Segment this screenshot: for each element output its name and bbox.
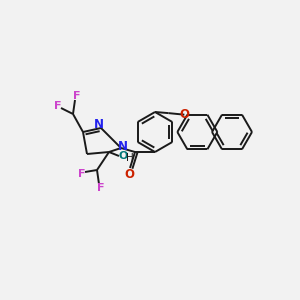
Text: O: O <box>179 108 189 121</box>
Text: F: F <box>73 91 81 101</box>
Text: N: N <box>94 118 104 131</box>
Text: H: H <box>126 153 134 163</box>
Text: N: N <box>118 140 128 154</box>
Text: F: F <box>97 183 105 193</box>
Text: F: F <box>78 169 86 179</box>
Text: F: F <box>54 101 62 111</box>
Text: O: O <box>118 151 128 161</box>
Text: O: O <box>124 167 134 181</box>
